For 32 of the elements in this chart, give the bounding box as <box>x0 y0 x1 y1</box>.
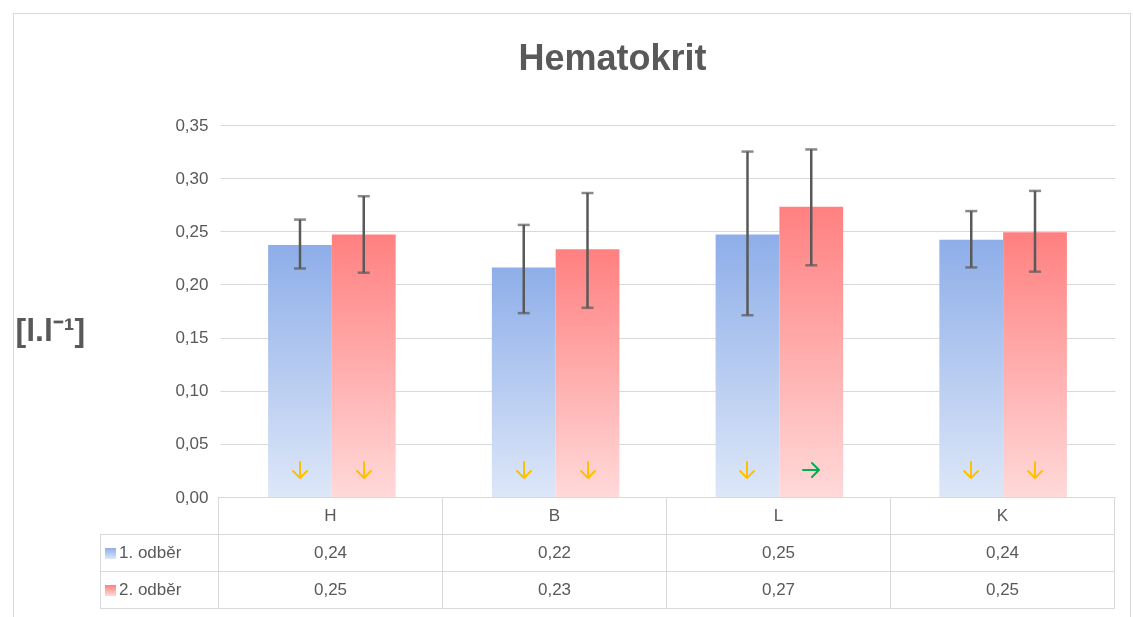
bar <box>268 245 332 497</box>
y-tick-label: 0,30 <box>175 168 209 188</box>
bar <box>939 239 1004 497</box>
bar <box>331 234 396 497</box>
data-label: 0,25 <box>218 571 443 609</box>
y-tick-label: 0,00 <box>175 487 209 507</box>
chart-title: Hematokrit <box>518 37 707 78</box>
y-axis-title: [l.l⁻¹] <box>15 311 86 348</box>
data-label: 0,25 <box>890 571 1115 609</box>
data-label: 0,24 <box>890 534 1115 572</box>
y-tick-label: 0,15 <box>175 328 209 348</box>
bar <box>555 249 620 497</box>
data-label: 0,27 <box>666 571 891 609</box>
data-label: 0,25 <box>666 534 891 572</box>
y-tick-label: 0,10 <box>175 381 209 401</box>
bar <box>715 234 780 497</box>
data-label: 0,22 <box>442 534 667 572</box>
y-tick-label: 0,05 <box>175 434 209 454</box>
bar <box>1003 232 1067 497</box>
x-tick-label: L <box>666 497 891 535</box>
data-label: 0,24 <box>218 534 443 572</box>
legend-label: 2. odběr <box>100 571 219 609</box>
y-tick-label: 0,25 <box>175 221 209 241</box>
bar <box>491 267 556 497</box>
x-tick-label: B <box>442 497 667 535</box>
data-label: 0,23 <box>442 571 667 609</box>
legend-label: 1. odběr <box>100 534 219 572</box>
y-tick-label: 0,20 <box>175 274 209 294</box>
x-tick-label: H <box>218 497 443 535</box>
bar <box>779 206 844 497</box>
x-tick-label: K <box>890 497 1115 535</box>
y-tick-label: 0,35 <box>175 115 209 135</box>
